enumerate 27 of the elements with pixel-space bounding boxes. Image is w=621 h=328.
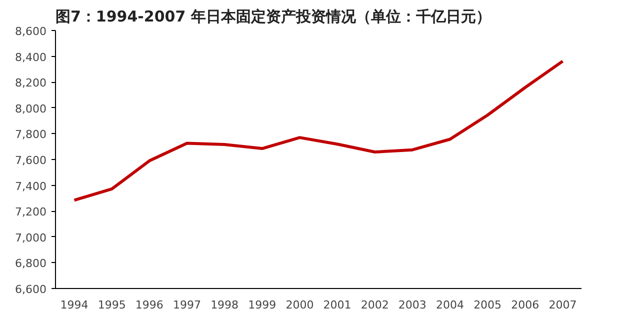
x-tick-label: 1999 xyxy=(248,298,276,312)
x-tick-label: 2007 xyxy=(548,298,577,312)
x-tick-label: 2001 xyxy=(323,298,352,312)
y-tick-label: 7,400 xyxy=(15,180,47,193)
y-tick-label: 6,600 xyxy=(15,283,47,296)
y-tick-label: 7,800 xyxy=(15,128,47,142)
x-tick-label: 1996 xyxy=(135,298,164,312)
x-tick-label: 2002 xyxy=(360,298,389,312)
chart-title: 图7：1994-2007 年日本固定资产投资情况（单位：千亿日元） xyxy=(56,8,491,26)
x-tick-label: 2000 xyxy=(286,298,314,312)
y-tick-label: 8,400 xyxy=(15,50,47,64)
y-tick-label: 7,600 xyxy=(15,154,47,167)
x-tick-label: 2003 xyxy=(398,298,426,312)
x-tick-label: 1995 xyxy=(98,298,126,312)
y-tick-label: 8,200 xyxy=(15,76,47,90)
x-tick-label: 2006 xyxy=(511,298,540,312)
y-tick-label: 8,000 xyxy=(15,102,47,116)
y-tick-label: 8,600 xyxy=(15,25,47,38)
x-tick-label: 2005 xyxy=(474,298,502,312)
y-tick-label: 6,800 xyxy=(15,257,47,270)
x-tick-label: 2004 xyxy=(436,298,464,312)
x-tick-label: 1994 xyxy=(60,298,88,312)
y-tick-label: 7,200 xyxy=(15,206,47,219)
line-series xyxy=(72,60,564,202)
y-tick-label: 7,000 xyxy=(15,231,47,244)
x-tick-label: 1998 xyxy=(210,298,239,312)
x-tick-label: 1997 xyxy=(173,298,202,312)
